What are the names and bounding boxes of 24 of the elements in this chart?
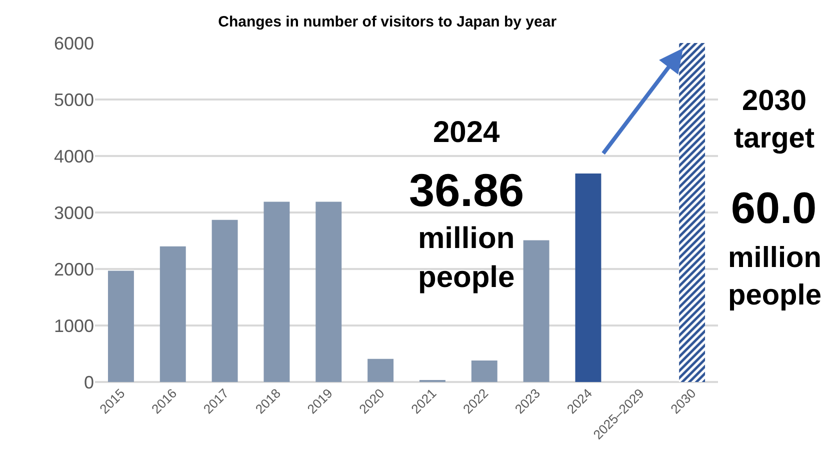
y-tick-label: 3000 xyxy=(54,202,94,223)
bar xyxy=(523,240,550,382)
y-tick-label: 4000 xyxy=(54,146,94,166)
bar xyxy=(108,270,134,382)
bar xyxy=(368,358,394,382)
y-tick-label: 1000 xyxy=(54,316,94,336)
y-tick-label: 0 xyxy=(84,372,94,392)
text: 2030 target xyxy=(734,85,815,155)
y-tick-label: 6000 xyxy=(54,33,94,54)
annotation: 2024 xyxy=(433,116,500,149)
annotation: 36.86 xyxy=(409,164,524,216)
text: million people xyxy=(728,242,822,312)
bar xyxy=(575,174,602,382)
bar xyxy=(679,43,706,382)
bar xyxy=(264,202,290,382)
bar xyxy=(212,220,238,382)
bar xyxy=(316,202,342,382)
annotation: million people xyxy=(418,222,515,294)
y-tick-label: 5000 xyxy=(54,90,94,110)
y-tick-label: 2000 xyxy=(54,259,94,280)
bar xyxy=(160,246,186,382)
text: 60.0 xyxy=(731,184,817,233)
chart-title: Changes in number of visitors to Japan by year xyxy=(218,13,557,30)
bar xyxy=(471,360,498,382)
